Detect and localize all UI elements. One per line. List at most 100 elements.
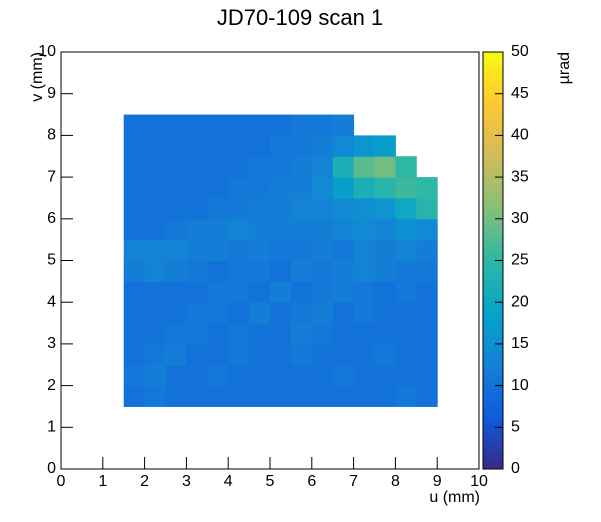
heatmap-cell [353,364,375,387]
heatmap-cell [228,197,250,220]
heatmap-cell [332,156,355,178]
heatmap-cell [416,260,438,282]
heatmap-cell [165,156,187,178]
heatmap-cell [332,343,355,366]
heatmap-cell [270,135,292,157]
heatmap-cell [228,364,250,387]
heatmap-cell [311,197,334,220]
heatmap-cell [249,218,271,241]
heatmap-cell [249,260,271,282]
heatmap-cell [186,135,208,157]
colorbar-tick-label: 30 [511,210,529,227]
heatmap-cell [249,239,271,261]
heatmap-cell [416,302,438,324]
colorbar-tick-label: 40 [511,127,529,144]
y-tick-label: 1 [47,419,56,436]
heatmap-cell [374,302,396,324]
heatmap-cell [249,302,271,324]
heatmap-cell [186,197,208,220]
heatmap-cell [311,343,334,366]
heatmap-cell [249,177,271,199]
colorbar-tick-label: 25 [511,252,529,269]
heatmap-cell [207,156,229,178]
heatmap-cell [123,343,146,366]
heatmap-cell [228,260,250,282]
heatmap-cell [353,302,375,324]
heatmap-cell [270,156,292,178]
heatmap-cell [207,197,229,220]
heatmap-cell [228,302,250,324]
heatmap-cell [353,239,375,261]
heatmap-cell [290,385,313,407]
heatmap-cell [311,385,334,407]
heatmap-cell [207,177,229,199]
heatmap-cell [416,323,438,345]
heatmap-cell [290,218,313,241]
heatmap-cell [123,323,146,345]
heatmap-cell [374,343,396,366]
heatmap-cell [332,281,355,303]
heatmap-cell [144,218,166,241]
heatmap-cell [123,281,146,303]
y-tick-label: 9 [47,85,56,102]
heatmap-cell [165,114,187,136]
heatmap-cell [332,302,355,324]
heatmap-cell [395,323,417,345]
heatmap-cell [144,343,166,366]
heatmap-cell [311,364,334,387]
y-tick-label: 5 [47,252,56,269]
heatmap-cell [165,281,187,303]
heatmap-cell [374,260,396,282]
x-tick-label: 4 [224,473,233,490]
heatmap-cell [353,156,375,178]
heatmap-cell [332,135,355,157]
heatmap-cell [144,239,166,261]
heatmap-cell [144,156,166,178]
colorbar-tick-label: 15 [511,335,529,352]
heatmap-cell [270,218,292,241]
x-tick-label: 10 [470,473,488,490]
heatmap-cell [228,281,250,303]
heatmap-cell [311,260,334,282]
heatmap-cell [290,302,313,324]
heatmap-cell [311,177,334,199]
heatmap-cell [416,343,438,366]
heatmap-cell [416,281,438,303]
heatmap-cell [123,385,146,407]
heatmap-cell [165,385,187,407]
heatmap-cell [290,114,313,136]
heatmap-cell [186,302,208,324]
heatmap-cell [290,156,313,178]
heatmap-cell [416,364,438,387]
heatmap-cell [123,302,146,324]
heatmap-cell [374,135,396,157]
heatmap-cell [395,364,417,387]
x-tick-label: 1 [98,473,107,490]
y-tick-label: 10 [38,43,56,60]
heatmap-cell [165,323,187,345]
heatmap-cell [165,135,187,157]
heatmap-cell [374,156,396,178]
y-axis-label: v (mm) [29,52,46,102]
heatmap-cell [249,114,271,136]
heatmap-cell [416,197,438,220]
heatmap-cell [207,323,229,345]
y-tick-label: 8 [47,127,56,144]
heatmap-cell [123,177,146,199]
heatmap-cell [311,135,334,157]
heatmap-cell [374,239,396,261]
colorbar-tick-label: 20 [511,293,529,310]
heatmap-cell [165,364,187,387]
heatmap-cell [374,364,396,387]
heatmap-cell [332,177,355,199]
chart-title: JD70-109 scan 1 [217,5,383,30]
heatmap-cell [395,302,417,324]
heatmap-cell [395,260,417,282]
heatmap-cell [353,281,375,303]
heatmap-cell [332,218,355,241]
y-tick-label: 6 [47,210,56,227]
heatmap-cell [353,260,375,282]
heatmap-cell [270,364,292,387]
heatmap-cell [123,239,146,261]
